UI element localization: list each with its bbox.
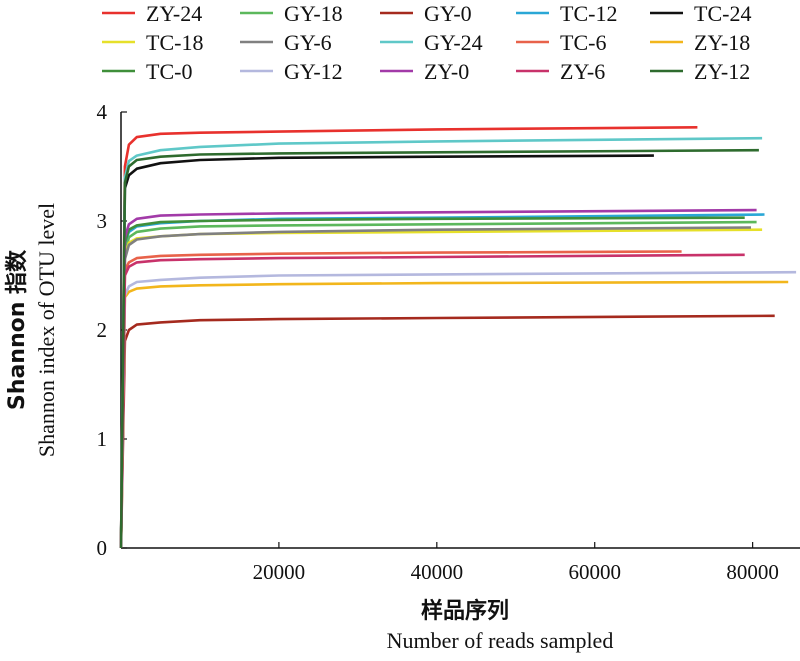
chart: ZY-24 GY-18 GY-0 TC-12 TC-24 TC-18 GY-6 GY-24 TC… — [0, 0, 800, 661]
series-line-gy-0 — [121, 316, 775, 548]
legend: ZY-24 GY-18 GY-0 TC-12 TC-24 TC-18 GY-6 GY-24 TC… — [102, 1, 751, 84]
legend-label-gy-0: GY-0 — [424, 1, 472, 26]
x-tick-label: 20000 — [253, 560, 306, 584]
series-line-tc-0 — [121, 218, 745, 548]
y-axis-title: Shannon index of OTU level — [34, 203, 59, 457]
series-line-tc-12 — [121, 215, 765, 549]
ticks: 0 1 2 3 4 20000 40000 60000 80000 — [97, 100, 779, 584]
legend-label-zy-24: ZY-24 — [146, 1, 202, 26]
legend-label-tc-18: TC-18 — [146, 30, 203, 55]
series-line-zy-18 — [121, 282, 788, 548]
x-axis-title-zh: 样品序列 — [421, 598, 509, 624]
series-line-zy-6 — [121, 255, 745, 548]
legend-label-tc-0: TC-0 — [146, 59, 192, 84]
legend-label-tc-6: TC-6 — [560, 30, 606, 55]
series-line-zy-24 — [121, 127, 697, 548]
plot-area: 0 1 2 3 4 20000 40000 60000 80000 — [97, 100, 800, 584]
y-axis-title-zh: Shannon 指数 — [4, 249, 30, 410]
legend-label-tc-24: TC-24 — [694, 1, 751, 26]
x-tick-label: 40000 — [411, 560, 464, 584]
y-tick-label: 0 — [97, 536, 108, 560]
series-lines — [121, 127, 796, 548]
x-tick-label: 60000 — [568, 560, 621, 584]
legend-label-gy-12: GY-12 — [284, 59, 343, 84]
legend-label-zy-18: ZY-18 — [694, 30, 750, 55]
legend-label-zy-12: ZY-12 — [694, 59, 750, 84]
x-axis-title: Number of reads sampled — [387, 628, 614, 653]
series-line-zy-0 — [121, 210, 757, 548]
x-tick-label: 80000 — [726, 560, 779, 584]
legend-label-gy-18: GY-18 — [284, 1, 343, 26]
y-tick-label: 1 — [97, 427, 108, 451]
legend-label-zy-6: ZY-6 — [560, 59, 605, 84]
series-line-gy-24 — [121, 138, 762, 548]
series-line-gy-12 — [121, 272, 796, 548]
series-line-gy-18 — [121, 222, 757, 548]
legend-label-gy-24: GY-24 — [424, 30, 483, 55]
y-tick-label: 3 — [97, 209, 108, 233]
y-tick-label: 4 — [97, 100, 108, 124]
y-tick-label: 2 — [97, 318, 108, 342]
legend-label-gy-6: GY-6 — [284, 30, 332, 55]
series-line-tc-6 — [121, 252, 682, 549]
legend-label-zy-0: ZY-0 — [424, 59, 469, 84]
legend-label-tc-12: TC-12 — [560, 1, 617, 26]
